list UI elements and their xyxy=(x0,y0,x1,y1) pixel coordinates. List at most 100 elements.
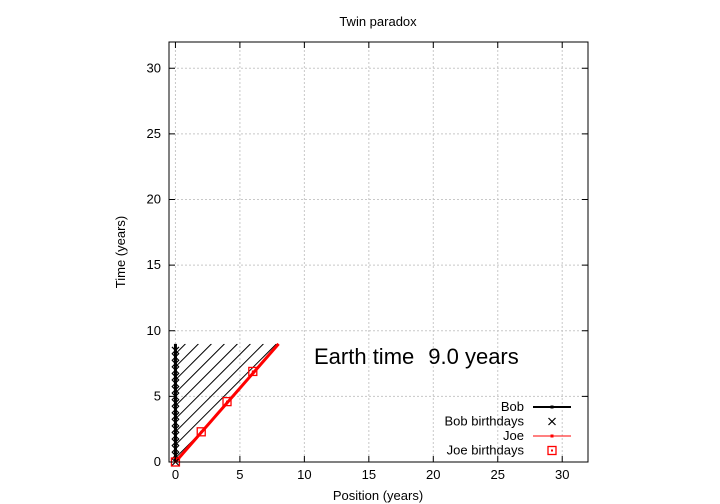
hatch-line xyxy=(175,343,238,462)
legend-entry: Bob xyxy=(501,399,571,414)
bob-birthday-marker xyxy=(171,379,180,388)
square-marker-outline xyxy=(222,396,232,407)
x-marker-stroke xyxy=(171,392,180,401)
bob-birthday-marker xyxy=(171,385,180,394)
x-marker-stroke xyxy=(171,444,180,453)
hatch-line xyxy=(0,344,29,484)
annotation: Earth time 9.0 years xyxy=(314,344,519,369)
hatch-line xyxy=(0,344,55,484)
x-tick-label: 5 xyxy=(236,467,243,482)
x-marker-stroke xyxy=(171,425,180,434)
hatch-line xyxy=(0,344,68,484)
hatch-line xyxy=(175,343,212,462)
hatch-line xyxy=(175,343,225,462)
bob-birthday-marker xyxy=(171,346,180,355)
x-marker-stroke xyxy=(171,418,180,427)
x-axis-label: Position (years) xyxy=(333,488,423,503)
hatch-line xyxy=(175,343,279,462)
joe-birthday-marker xyxy=(248,366,258,377)
square-marker-dot xyxy=(251,370,254,373)
x-marker-stroke xyxy=(171,438,180,447)
hatch-line xyxy=(175,343,279,462)
square-marker-dot xyxy=(551,449,553,452)
legend-entry: Joe xyxy=(503,428,571,443)
y-tick-label: 15 xyxy=(147,257,161,272)
bob-birthday-marker xyxy=(171,366,180,375)
legend-symbol-dot xyxy=(550,405,554,409)
square-marker-dot xyxy=(200,430,203,433)
joe-birthday-marker xyxy=(196,427,206,437)
annotation-label: Earth time xyxy=(314,344,414,369)
annotation-value: 9.0 years xyxy=(428,344,519,369)
hatch-line xyxy=(539,344,679,484)
bob-birthday-marker xyxy=(171,392,180,401)
x-marker-stroke xyxy=(171,385,180,394)
x-marker-stroke xyxy=(548,417,556,426)
x-marker-stroke xyxy=(171,366,180,375)
hatch-line xyxy=(0,344,133,484)
x-tick-label: 30 xyxy=(555,467,569,482)
y-tick-label: 10 xyxy=(147,323,161,338)
bob-birthday-marker xyxy=(171,444,180,453)
y-tick-label: 20 xyxy=(147,192,161,207)
hatch-line xyxy=(175,343,251,462)
x-marker-stroke xyxy=(171,431,180,440)
hatch-line xyxy=(32,344,172,484)
legend-entry: Bob birthdays xyxy=(445,414,556,429)
hatch-line xyxy=(0,344,42,484)
hatch-line xyxy=(6,344,146,484)
y-axis-label: Time (years) xyxy=(113,216,128,288)
square-marker-dot xyxy=(226,400,229,403)
chart-title: Twin paradox xyxy=(339,14,417,29)
legend-entry: Joe birthdays xyxy=(447,443,557,458)
y-tick-label: 30 xyxy=(147,60,161,75)
bob-birthday-marker xyxy=(171,372,180,381)
square-marker-outline xyxy=(547,445,557,456)
hatch-line xyxy=(0,344,107,484)
legend-symbol-square xyxy=(547,445,557,456)
x-tick-label: 0 xyxy=(172,467,179,482)
plot-frame xyxy=(168,41,589,463)
x-tick-label: 15 xyxy=(362,467,376,482)
x-marker-stroke xyxy=(171,412,180,420)
legend-label: Joe xyxy=(503,428,524,443)
x-marker-stroke xyxy=(171,353,180,361)
bob-birthday-marker xyxy=(171,412,180,420)
bob-birthday-marker xyxy=(171,425,180,434)
bob-birthday-marker xyxy=(171,438,180,447)
legend-symbol-x xyxy=(548,417,556,426)
square-marker-outline xyxy=(248,366,258,377)
legend-label: Joe birthdays xyxy=(447,443,525,458)
grid xyxy=(169,42,588,463)
y-tick-label: 5 xyxy=(154,388,161,403)
series-joe-line xyxy=(174,342,280,462)
x-marker-stroke xyxy=(171,359,180,368)
x-axis: 0 5 10 15 20 25 30 xyxy=(172,42,569,482)
bob-birthday-marker xyxy=(171,399,180,407)
hatch-line xyxy=(19,344,159,484)
bob-birthday-marker xyxy=(171,418,180,427)
x-tick-label: 10 xyxy=(297,467,311,482)
legend-label: Bob birthdays xyxy=(445,414,525,429)
bob-birthday-marker xyxy=(171,405,180,414)
y-axis: 0 5 10 15 20 25 30 xyxy=(147,60,588,469)
x-marker-stroke xyxy=(171,399,180,407)
hatch-line xyxy=(0,344,81,484)
x-marker-stroke xyxy=(171,405,180,414)
hatch-line xyxy=(0,344,16,484)
y-tick-label: 25 xyxy=(147,126,161,141)
hatch-line xyxy=(0,344,94,484)
x-marker-stroke xyxy=(171,372,180,381)
bob-birthday-marker xyxy=(171,353,180,361)
hatch-line xyxy=(552,344,692,484)
hatch-line xyxy=(175,343,264,462)
hatch-line xyxy=(513,344,653,484)
hatch-line xyxy=(0,344,3,484)
x-tick-label: 20 xyxy=(426,467,440,482)
x-marker-stroke xyxy=(171,346,180,355)
x-marker-stroke xyxy=(171,379,180,388)
hatch-line xyxy=(0,344,120,484)
